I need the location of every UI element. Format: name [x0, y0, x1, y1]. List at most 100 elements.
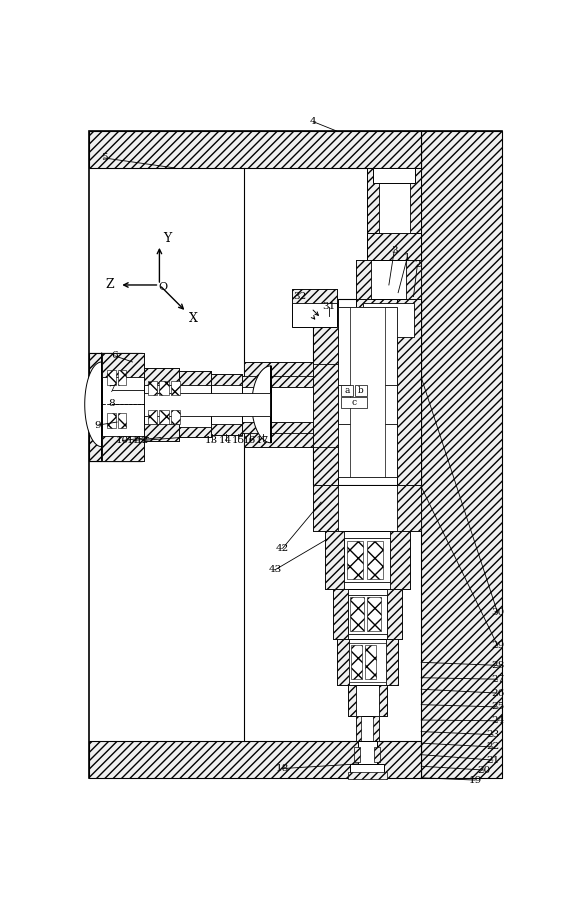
Bar: [356, 717, 379, 741]
Bar: [390, 531, 410, 589]
Bar: [365, 645, 376, 680]
Bar: [348, 685, 356, 717]
Bar: [314, 298, 421, 485]
Text: 4: 4: [310, 117, 316, 126]
Bar: [144, 423, 179, 441]
Text: 11: 11: [127, 436, 140, 445]
Bar: [211, 423, 242, 435]
Bar: [406, 261, 421, 298]
Text: 23: 23: [486, 730, 499, 739]
Text: 28: 28: [491, 661, 504, 670]
Bar: [271, 422, 314, 432]
Bar: [356, 717, 361, 741]
Bar: [344, 538, 390, 583]
Bar: [373, 168, 415, 183]
Bar: [363, 303, 414, 337]
Bar: [211, 373, 242, 435]
Bar: [354, 747, 360, 762]
Bar: [88, 131, 421, 168]
Bar: [421, 131, 502, 778]
Bar: [338, 385, 397, 423]
Bar: [350, 597, 364, 631]
Bar: [242, 376, 271, 387]
Bar: [314, 485, 338, 531]
Bar: [118, 369, 127, 385]
Bar: [179, 427, 211, 438]
Bar: [244, 362, 314, 447]
Bar: [148, 411, 157, 424]
Bar: [397, 485, 421, 531]
Bar: [367, 540, 383, 579]
Bar: [367, 234, 421, 261]
Bar: [171, 381, 180, 395]
Bar: [350, 764, 384, 778]
Bar: [333, 589, 402, 639]
Bar: [271, 387, 314, 422]
Bar: [336, 639, 398, 685]
Bar: [348, 685, 387, 717]
Bar: [367, 597, 381, 631]
Text: b: b: [358, 386, 364, 395]
Bar: [379, 168, 410, 234]
Bar: [356, 261, 371, 298]
Text: 3: 3: [391, 245, 397, 254]
Text: 19: 19: [468, 776, 482, 785]
Bar: [244, 430, 314, 447]
Text: 2: 2: [414, 261, 421, 270]
Text: 25: 25: [491, 702, 504, 711]
Text: Z: Z: [105, 279, 114, 291]
Bar: [346, 540, 363, 579]
Bar: [107, 369, 115, 385]
Text: 43: 43: [268, 565, 281, 574]
Text: 32: 32: [294, 292, 307, 301]
Text: 21: 21: [486, 755, 499, 764]
Bar: [179, 371, 211, 385]
Bar: [341, 397, 367, 408]
Text: Y: Y: [163, 232, 171, 245]
Bar: [350, 307, 385, 477]
Bar: [314, 485, 421, 531]
Text: 20: 20: [478, 766, 491, 775]
Text: 22: 22: [486, 743, 499, 752]
Bar: [373, 717, 379, 741]
Bar: [356, 261, 421, 298]
Bar: [367, 168, 421, 261]
Bar: [374, 747, 380, 762]
Bar: [325, 531, 344, 589]
Text: 29: 29: [491, 641, 504, 650]
Bar: [348, 771, 387, 779]
Bar: [88, 352, 142, 460]
Text: X: X: [189, 312, 197, 325]
Text: 7: 7: [108, 385, 115, 394]
Bar: [271, 376, 314, 432]
Text: 6: 6: [111, 352, 118, 360]
Bar: [349, 643, 386, 681]
Bar: [333, 589, 348, 639]
Bar: [292, 289, 336, 303]
Bar: [314, 363, 338, 447]
Bar: [101, 436, 144, 460]
Bar: [379, 685, 387, 717]
Bar: [386, 639, 398, 685]
Text: 12: 12: [136, 436, 149, 445]
Bar: [101, 352, 144, 460]
Text: 5: 5: [101, 154, 107, 163]
Bar: [159, 411, 169, 424]
Text: 13: 13: [205, 436, 219, 445]
Bar: [336, 639, 349, 685]
Text: 1: 1: [404, 253, 411, 262]
Bar: [144, 393, 270, 416]
Bar: [101, 352, 144, 378]
Text: 10: 10: [116, 436, 129, 445]
Bar: [88, 741, 421, 778]
Bar: [244, 362, 314, 378]
Text: a: a: [345, 386, 350, 395]
Bar: [242, 376, 271, 432]
Bar: [341, 385, 353, 396]
Text: 27: 27: [491, 675, 504, 684]
Polygon shape: [252, 366, 271, 443]
Bar: [144, 368, 179, 385]
Bar: [171, 411, 180, 424]
Bar: [351, 645, 362, 680]
Text: 24: 24: [491, 717, 504, 725]
